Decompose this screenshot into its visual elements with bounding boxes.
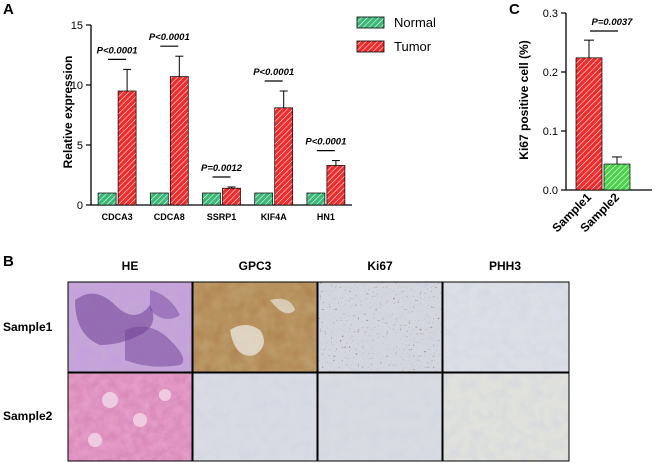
y-tick-label-a: 15 bbox=[71, 20, 83, 32]
p-values-a: P<0.0001 P<0.0001 P=0.0012 P<0.0001 P<0.0001 bbox=[97, 32, 346, 178]
bar-normal-kif4a bbox=[254, 192, 274, 206]
y-axis-label-c: Ki67 positive cell (%) bbox=[517, 40, 531, 159]
x-tick-labels-a: CDCA3 CDCA8 SSRP1 KIF4A HN1 bbox=[102, 212, 335, 222]
y-axis-label-a: Relative expression bbox=[61, 56, 75, 169]
legend-a: Normal Tumor bbox=[356, 15, 436, 54]
axes-c: 0.0 0.1 0.2 0.3 bbox=[543, 8, 652, 197]
micrograph-ki67-sample1 bbox=[317, 281, 443, 373]
panel-b: B HE GPC3 Ki67 PHH3 Sample1 Sample2 bbox=[3, 253, 570, 462]
panel-label-b: B bbox=[3, 253, 14, 270]
micrograph-he-sample1 bbox=[67, 281, 193, 373]
y-tick-label-a: 10 bbox=[71, 80, 83, 92]
bar-normal-cdca3 bbox=[97, 192, 117, 206]
bar-normal-ssrp1 bbox=[202, 192, 221, 206]
x-tick-label-cdca8: CDCA8 bbox=[154, 212, 185, 222]
p-value-hn1: P<0.0001 bbox=[305, 137, 346, 148]
y-tick-label-c: 0.1 bbox=[543, 126, 558, 138]
panel-a: A Relative expression 0 5 10 15 CDCA3 CDCA8 S… bbox=[3, 1, 436, 222]
micrograph-gpc3-sample1 bbox=[192, 281, 318, 373]
p-value-c: P=0.0037 bbox=[590, 17, 634, 32]
bar-tumor-kif4a bbox=[274, 107, 294, 206]
legend-swatch-normal bbox=[356, 16, 385, 29]
bar-tumor-cdca8 bbox=[169, 76, 189, 206]
p-value-label-c: P=0.0037 bbox=[592, 17, 634, 28]
p-value-ssrp1: P=0.0012 bbox=[201, 163, 243, 174]
panel-c: C Ki67 positive cell (%) 0.0 0.1 0.2 0.3 Sa… bbox=[509, 1, 652, 235]
row-label-sample2: Sample2 bbox=[3, 409, 53, 423]
column-header-he: HE bbox=[122, 259, 139, 273]
legend-swatch-tumor bbox=[356, 40, 385, 53]
column-header-phh3: PHH3 bbox=[489, 259, 521, 273]
column-header-ki67: Ki67 bbox=[367, 259, 393, 273]
bars-a bbox=[97, 55, 346, 206]
bar-sample2 bbox=[603, 163, 631, 191]
x-tick-label-kif4a: KIF4A bbox=[261, 212, 288, 222]
micrograph-ki67-sample2 bbox=[317, 372, 443, 462]
panel-label-a: A bbox=[3, 1, 14, 18]
legend-label-tumor: Tumor bbox=[394, 39, 432, 54]
micrograph-phh3-sample1 bbox=[442, 281, 570, 373]
micrograph-phh3-sample2 bbox=[442, 372, 570, 462]
bar-normal-hn1 bbox=[306, 192, 326, 206]
bar-tumor-ssrp1 bbox=[222, 187, 241, 206]
p-value-cdca8: P<0.0001 bbox=[149, 32, 190, 43]
bar-tumor-cdca3 bbox=[117, 90, 137, 206]
micrograph-gpc3-sample2 bbox=[192, 372, 318, 462]
y-tick-label-a: 5 bbox=[77, 140, 83, 152]
y-tick-label-c: 0.2 bbox=[543, 67, 558, 79]
x-tick-label-cdca3: CDCA3 bbox=[102, 212, 133, 222]
y-tick-label-c: 0.0 bbox=[543, 185, 558, 197]
x-tick-label-ssrp1: SSRP1 bbox=[207, 212, 237, 222]
panel-label-c: C bbox=[509, 1, 520, 18]
y-tick-label-c: 0.3 bbox=[543, 8, 558, 20]
micrograph-he-sample2 bbox=[67, 372, 193, 462]
bars-c bbox=[575, 39, 631, 191]
p-value-cdca3: P<0.0001 bbox=[97, 45, 138, 56]
bar-normal-cdca8 bbox=[149, 192, 169, 206]
column-header-gpc3: GPC3 bbox=[239, 259, 272, 273]
bar-tumor-hn1 bbox=[326, 165, 346, 206]
legend-label-normal: Normal bbox=[394, 15, 436, 30]
row-label-sample1: Sample1 bbox=[3, 320, 53, 334]
p-value-kif4a: P<0.0001 bbox=[253, 67, 294, 78]
bar-sample1 bbox=[575, 57, 603, 191]
x-tick-label-hn1: HN1 bbox=[317, 212, 335, 222]
y-tick-label-a: 0 bbox=[77, 200, 83, 212]
